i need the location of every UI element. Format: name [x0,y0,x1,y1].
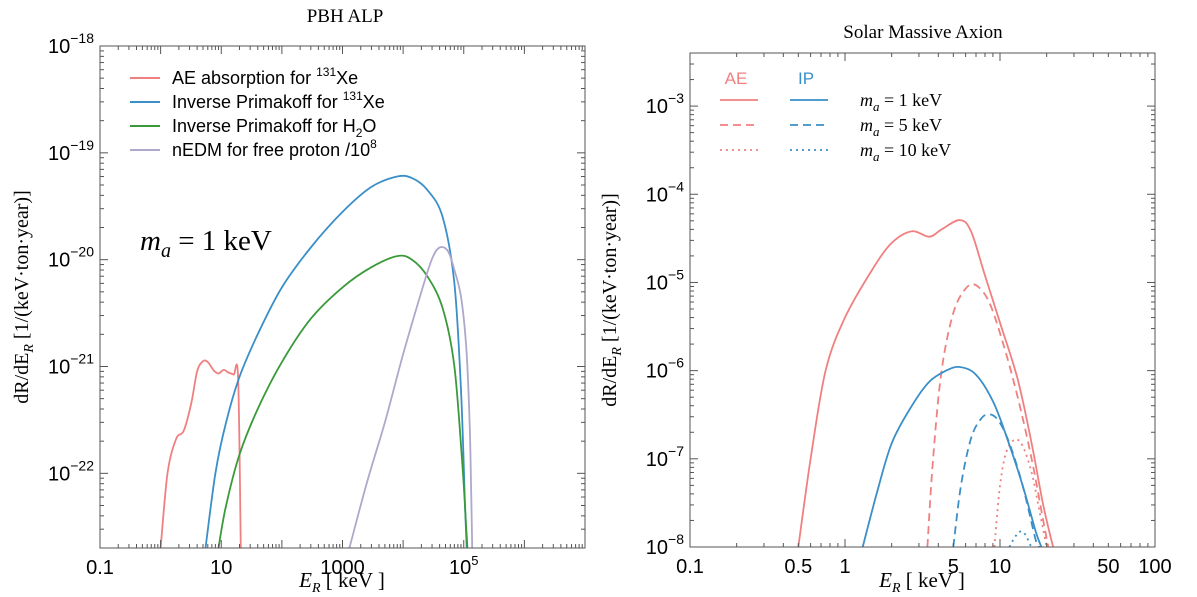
y-tick-label: 10−21 [48,350,94,378]
x-label-sub: R [311,581,321,596]
y-tick-label: 10−8 [646,531,684,559]
series-line [952,413,1041,547]
x-tick-label: 105 [449,553,478,579]
series-line [217,254,469,548]
y-tick-label: 10−22 [48,457,94,485]
series-line [861,365,1043,547]
y-tick-labels: 10−22 10−21 10−20 10−19 10−18 [48,30,94,485]
legend-header: AE [725,69,748,88]
series-line [993,438,1048,547]
annotation-text: = 1 keV [171,225,272,257]
legend-entry: Inverse Primakoff for H2O [172,116,376,140]
series-line [1008,530,1033,547]
solar-massive-axion-chart: Solar Massive Axion 0.1 0.5 1 5 10 50 100 10−8… [599,22,1172,596]
series-line [797,219,1054,547]
series-line [159,359,242,548]
x-tick-label: 1 [839,556,850,578]
x-label-unit: [ keV ] [901,568,965,592]
legend-entry: ma = 5 keV [860,115,942,139]
pbh-alp-chart: PBH ALP 0.1 10 1000 105 10−22 10−21 10−20 10−1… [11,6,586,596]
legend-entry: ma = 1 keV [860,90,942,114]
axis-ticks [689,52,1156,548]
x-axis-label: ER [ keV ] [878,568,965,596]
y-tick-label: 10−6 [646,355,684,383]
chart-title: Solar Massive Axion [843,22,1003,43]
x-tick-label: 0.1 [676,556,704,578]
y-tick-label: 10−5 [646,266,684,294]
legend-header: IP [798,69,814,88]
x-tick-label: 0.5 [784,556,812,578]
y-tick-labels: 10−8 10−7 10−6 10−5 10−4 10−3 [646,90,684,559]
annotation-var: m [140,225,161,257]
y-tick-label: 10−3 [646,90,684,118]
y-axis-label: dR/dER [1/(keV·ton·year)] [11,190,37,404]
x-tick-label: 1000 [320,557,365,579]
x-tick-labels: 0.1 10 1000 105 [86,553,478,579]
chart-title: PBH ALP [307,6,384,27]
x-label-var: E [878,568,892,592]
x-axis-label: ER [ keV ] [298,568,385,596]
x-tick-label: 10 [210,557,232,579]
legend-entry: Inverse Primakoff for 131Xe [172,89,385,112]
x-label-var: E [298,568,312,592]
x-tick-label: 0.1 [86,557,114,579]
x-label-unit: [ keV ] [321,568,385,592]
series-line [926,283,1050,547]
annotation-sub: a [161,240,171,262]
axis-ticks [99,45,586,549]
mass-annotation: ma = 1 keV [140,225,272,262]
legend-entry: AE absorption for 131Xe [172,65,358,88]
series-lines [159,174,474,548]
series-line [204,174,468,548]
y-tick-label: 10−7 [646,443,684,471]
series-lines [797,219,1054,547]
plot-frame [689,52,1156,548]
legend-entry: nEDM for free proton /108 [172,137,377,160]
y-axis-label: dR/dER [1/(keV·ton·year)] [599,193,625,407]
y-tick-label: 10−18 [48,30,94,58]
x-label-sub: R [891,581,901,596]
x-tick-label: 10 [989,556,1011,578]
y-tick-label: 10−20 [48,244,94,272]
y-tick-label: 10−19 [48,137,94,165]
x-tick-label: 100 [1138,556,1171,578]
legend-entry: ma = 10 keV [860,140,951,164]
x-tick-label: 50 [1097,556,1119,578]
x-tick-labels: 0.1 0.5 1 5 10 50 100 [676,556,1172,578]
y-tick-label: 10−4 [646,178,684,206]
series-line [348,246,474,548]
x-tick-label: 5 [948,556,959,578]
